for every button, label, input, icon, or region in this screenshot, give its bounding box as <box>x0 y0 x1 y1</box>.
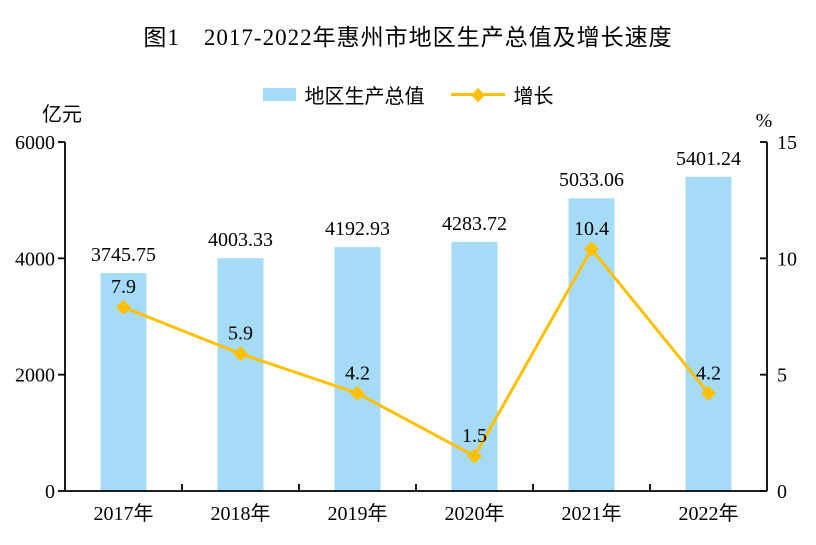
line-marker-2018年 <box>233 346 248 362</box>
growth-value-label: 4.2 <box>345 362 370 384</box>
bar-value-label: 4192.93 <box>325 218 390 240</box>
x-axis-label: 2018年 <box>211 502 271 525</box>
growth-value-label: 4.2 <box>696 362 721 384</box>
left-axis-tick-label: 6000 <box>15 132 55 154</box>
x-axis-label: 2019年 <box>328 502 388 525</box>
bar-value-label: 4003.33 <box>208 229 273 251</box>
bar-value-label: 5401.24 <box>676 148 741 170</box>
growth-value-label: 10.4 <box>574 218 609 240</box>
growth-value-label: 5.9 <box>228 323 253 345</box>
line-marker-2021年 <box>584 241 599 257</box>
line-series-swatch <box>450 87 505 102</box>
legend-label-gdp: 地区生产总值 <box>304 86 425 108</box>
chart-title: 图1 2017-2022年惠州市地区生产总值及增长速度 <box>143 25 673 50</box>
legend-item-growth: 增长 <box>450 80 554 109</box>
growth-line <box>122 246 710 459</box>
chart-legend: 地区生产总值 增长 <box>0 80 816 109</box>
line-marker-2019年 <box>350 385 365 401</box>
bar-series-swatch <box>262 88 296 101</box>
bar-value-label: 3745.75 <box>91 244 156 266</box>
bar-2018年 <box>217 258 264 491</box>
right-axis-tick-label: 10 <box>777 248 797 270</box>
x-axis-label: 2017年 <box>94 502 154 525</box>
line-marker-2020年 <box>467 448 482 464</box>
legend-label-growth: 增长 <box>513 86 554 108</box>
line-marker-2017年 <box>116 299 131 315</box>
bar-2022年 <box>685 176 732 491</box>
bar-value-label: 5033.06 <box>559 169 624 191</box>
left-axis-tick-label: 0 <box>45 481 55 503</box>
x-axis-label: 2021年 <box>562 502 622 525</box>
bar-value-label: 4283.72 <box>442 213 507 235</box>
right-axis-tick-label: 15 <box>777 132 797 154</box>
bar-2019年 <box>334 247 381 491</box>
left-axis-unit: 亿元 <box>42 103 82 126</box>
x-axis-label: 2022年 <box>679 502 739 525</box>
right-axis-tick-label: 0 <box>777 481 787 503</box>
legend-item-gdp: 地区生产总值 <box>262 80 425 109</box>
x-axis-label: 2020年 <box>445 502 505 525</box>
right-axis-unit: % <box>756 110 773 132</box>
left-axis-tick-label: 4000 <box>15 248 55 270</box>
right-axis-tick-label: 5 <box>777 365 787 387</box>
growth-value-label: 1.5 <box>462 425 487 447</box>
line-marker-2022年 <box>701 385 716 401</box>
growth-value-label: 7.9 <box>111 276 136 298</box>
left-axis-tick-label: 2000 <box>15 365 55 387</box>
